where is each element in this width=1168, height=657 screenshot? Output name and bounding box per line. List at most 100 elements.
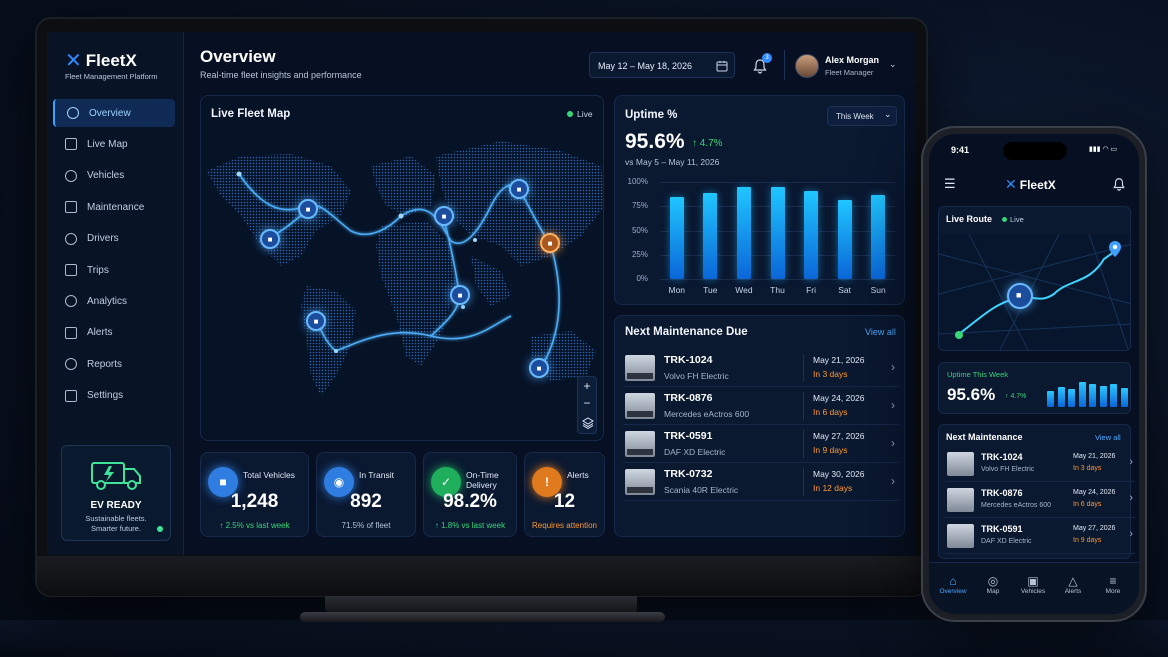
phone-bell-icon[interactable] (1112, 177, 1126, 191)
check-circle-icon: ✓ (431, 467, 461, 497)
kpi-value: 98.2% (443, 491, 497, 512)
phone-tab-overview[interactable]: ⌂ Overview (932, 574, 974, 595)
date-range-picker[interactable]: May 12 – May 18, 2026 (589, 52, 735, 78)
maintenance-due: In 9 days (1073, 537, 1102, 544)
kpi-card-on-time-delivery[interactable]: ✓ On-Time Delivery 98.2% ↑ 1.8% vs last wee… (423, 452, 517, 537)
phone-status-time: 9:41 (951, 145, 970, 155)
phone-view-all-link[interactable]: View all (1095, 433, 1121, 442)
bar-thu[interactable] (770, 186, 785, 279)
truck-marker-1[interactable]: ■ (298, 199, 318, 219)
view-all-link[interactable]: View all (865, 327, 896, 337)
sidebar-item-trips[interactable]: Trips (53, 256, 175, 284)
bar-sat[interactable] (837, 200, 852, 279)
phone-uptime-bar (1120, 388, 1128, 407)
gridline (660, 279, 895, 280)
phone-uptime-bar (1089, 383, 1096, 407)
truck-marker-2[interactable]: ■ (260, 229, 280, 249)
maintenance-row[interactable]: TRK-0876 Mercedes eActros 600 May 24, 2026… (623, 388, 899, 425)
phone-maintenance-row[interactable]: TRK-0876 Mercedes eActros 600 May 24, 2026… (945, 483, 1135, 518)
page-title: Overview (200, 47, 276, 66)
kpi-card-total-vehicles[interactable]: ■ Total Vehicles 1,248 ↑ 2.5% vs last week (200, 452, 309, 537)
sidebar-item-reports[interactable]: Reports (53, 350, 175, 378)
map-live-text: Live (577, 109, 593, 119)
maintenance-due: In 3 days (1073, 465, 1102, 472)
bar-tue[interactable] (703, 192, 718, 279)
maintenance-row[interactable]: TRK-0732 Scania 40R Electric May 30, 2026 I… (623, 464, 899, 501)
gridline (660, 182, 895, 183)
avatar[interactable] (795, 54, 819, 78)
kpi-card-in-transit[interactable]: ◉ In Transit 892 71.5% of fleet (316, 452, 416, 537)
truck-marker-6[interactable]: ■ (306, 311, 326, 331)
home-icon (67, 107, 79, 119)
brand-logo[interactable]: ✕ FleetX (65, 48, 137, 73)
phone-truck-marker[interactable]: ■ (1007, 283, 1033, 309)
truck-icon: ■ (441, 211, 447, 221)
truck-thumbnail (625, 355, 655, 381)
bar-fri[interactable] (804, 190, 819, 279)
row-divider (803, 468, 804, 496)
monitor-stand-base (300, 612, 665, 622)
desk-reflection (0, 620, 1168, 657)
kpi-subtext: ↑ 2.5% vs last week (219, 521, 290, 530)
sidebar-item-label: Vehicles (87, 170, 125, 182)
phone-uptime-bar (1057, 386, 1065, 407)
maintenance-row[interactable]: TRK-0591 DAF XD Electric May 27, 2026 In 9 … (623, 426, 899, 463)
chevron-right-icon: › (1129, 528, 1133, 540)
world-map[interactable] (201, 96, 604, 441)
phone-tab-alerts[interactable]: △ Alerts (1052, 574, 1094, 595)
phone-route-map[interactable] (939, 234, 1131, 351)
sidebar-item-label: Maintenance (87, 201, 145, 213)
truck-marker-5[interactable]: ■ (450, 285, 470, 305)
sidebar-item-alerts[interactable]: Alerts (53, 319, 175, 347)
sidebar-item-label: Overview (89, 107, 131, 119)
phone-uptime-change: ↑ 4.7% (1005, 393, 1027, 400)
sidebar-item-maintenance[interactable]: Maintenance (53, 193, 175, 221)
uptime-bar-chart: 100% 75% 50% 25% 0% Mon Tue Wed Thu Fri Sat Sun (615, 96, 906, 306)
brand-name: FleetX (85, 50, 137, 70)
truck-icon: ■ (305, 204, 311, 214)
zoom-in-button[interactable]: + (583, 379, 591, 393)
sidebar-item-vehicles[interactable]: Vehicles (53, 162, 175, 190)
calendar-icon (716, 61, 728, 72)
vehicle-model: Mercedes eActros 600 (664, 409, 750, 419)
notifications-button[interactable]: 3 (750, 53, 772, 76)
truck-marker-4[interactable]: ■ (509, 179, 529, 199)
sidebar-item-analytics[interactable]: Analytics (53, 287, 175, 315)
uptime-compare: vs May 5 – May 11, 2026 (625, 157, 720, 167)
vehicle-model: Mercedes eActros 600 (981, 502, 1052, 509)
period-select[interactable]: This Week ⌄ (827, 106, 897, 126)
layers-icon[interactable] (582, 417, 594, 429)
bar-mon[interactable] (669, 196, 684, 279)
live-dot (1002, 217, 1007, 222)
vehicle-id: TRK-0876 (664, 392, 713, 404)
sidebar-item-live-map[interactable]: Live Map (53, 130, 175, 158)
sidebar-item-label: Analytics (87, 295, 128, 307)
uptime-card: Uptime % This Week ⌄ 95.6% ↑ 4.7% vs May… (614, 95, 905, 305)
home-icon: ⌂ (949, 574, 957, 588)
truck-marker-3[interactable]: ■ (434, 206, 454, 226)
sidebar-item-drivers[interactable]: Drivers (53, 225, 175, 253)
bar-sun[interactable] (871, 194, 886, 279)
phone-tab-vehicles[interactable]: ▣ Vehicles (1012, 574, 1054, 595)
phone-live-route-card: Live Route Live ■ (938, 206, 1131, 351)
zoom-out-button[interactable]: − (583, 396, 591, 410)
kpi-value: 1,248 (230, 491, 279, 512)
phone-tab-map[interactable]: ◎ Map (972, 574, 1014, 595)
phone-maintenance-title: Next Maintenance (946, 432, 1023, 442)
sidebar-item-overview[interactable]: Overview (53, 99, 175, 127)
kpi-card-alerts[interactable]: ! Alerts 12 Requires attention (524, 452, 605, 537)
maintenance-row[interactable]: TRK-1024 Volvo FH Electric May 21, 2026 In … (623, 350, 899, 387)
truck-marker-7[interactable]: ■ (529, 358, 549, 378)
truck-marker-alert[interactable]: ■ (540, 233, 560, 253)
phone-tab-more[interactable]: ≡ More (1092, 574, 1134, 595)
user-menu-chevron-down-icon[interactable]: ⌄ (889, 59, 897, 69)
phone-menu-icon[interactable]: ☰ (944, 176, 956, 191)
chevron-right-icon: › (891, 360, 895, 374)
bar-wed[interactable] (736, 186, 751, 279)
phone-maintenance-row[interactable]: TRK-1024 Volvo FH Electric May 21, 2026 In … (945, 447, 1135, 482)
sidebar-item-settings[interactable]: Settings (53, 382, 175, 410)
phone-maintenance-row[interactable]: TRK-0591 DAF XD Electric May 27, 2026 In 9 … (945, 519, 1135, 554)
maintenance-due: In 3 days (813, 369, 848, 379)
chevron-right-icon: › (1129, 456, 1133, 468)
vehicle-model: Scania 40R Electric (664, 485, 739, 495)
